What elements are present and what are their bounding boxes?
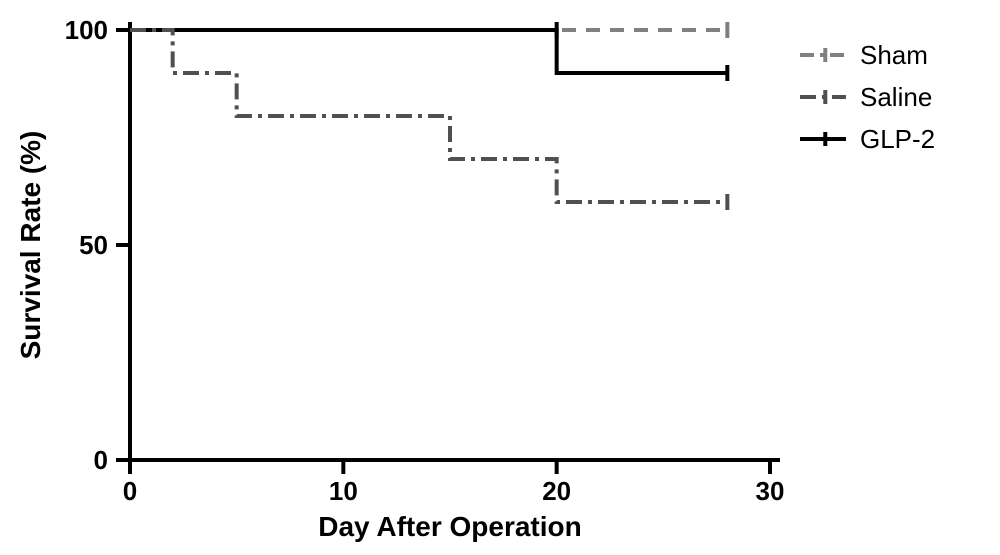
survival-chart: 0 50 100 0 10 20 30 Day After Operation Survival… <box>0 0 1000 555</box>
x-tick-label: 0 <box>123 476 137 506</box>
y-tick-label: 50 <box>79 230 108 260</box>
legend-label: Saline <box>860 82 932 112</box>
x-tick-label: 20 <box>542 476 571 506</box>
y-tick-label: 100 <box>65 15 108 45</box>
legend-label: Sham <box>860 40 928 70</box>
x-axis-title: Day After Operation <box>318 511 581 542</box>
y-axis-title: Survival Rate (%) <box>15 131 46 360</box>
x-tick-label: 30 <box>756 476 785 506</box>
x-tick-label: 10 <box>329 476 358 506</box>
y-tick-label: 0 <box>94 445 108 475</box>
legend-label: GLP-2 <box>860 124 935 154</box>
